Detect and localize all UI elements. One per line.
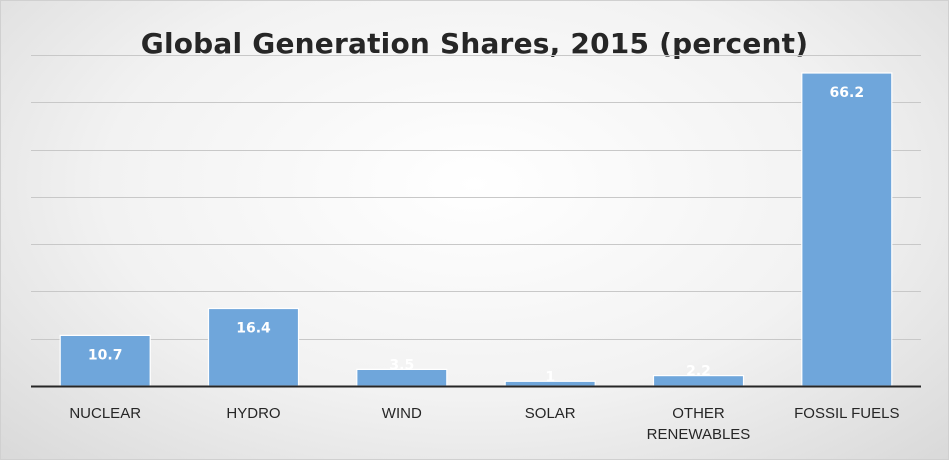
data-label: 3.5: [389, 357, 414, 373]
data-label: 1: [545, 369, 555, 385]
x-tick-label: OTHER RENEWABLES: [647, 405, 751, 443]
x-tick-label: WIND: [382, 405, 422, 422]
x-tick-label: HYDRO: [226, 405, 280, 422]
x-tick-label: FOSSIL FUELS: [794, 405, 899, 422]
x-tick-label: NUCLEAR: [69, 405, 141, 422]
bar: [59, 334, 151, 387]
chart-title: Global Generation Shares, 2015 (percent): [140, 27, 809, 60]
bar: [801, 72, 893, 387]
labels: 10.7 NUCLEAR 16.4 HYDRO 3.5 WIND 1 SOLAR 2.2 OTHE…: [69, 85, 899, 443]
bars: [59, 72, 893, 387]
bar: [207, 307, 300, 387]
gridlines: [31, 55, 921, 340]
data-label: 16.4: [236, 321, 271, 337]
data-label: 66.2: [830, 85, 865, 101]
data-label: 2.2: [686, 364, 711, 380]
data-label: 10.7: [88, 347, 123, 363]
x-tick-label: SOLAR: [525, 405, 576, 422]
